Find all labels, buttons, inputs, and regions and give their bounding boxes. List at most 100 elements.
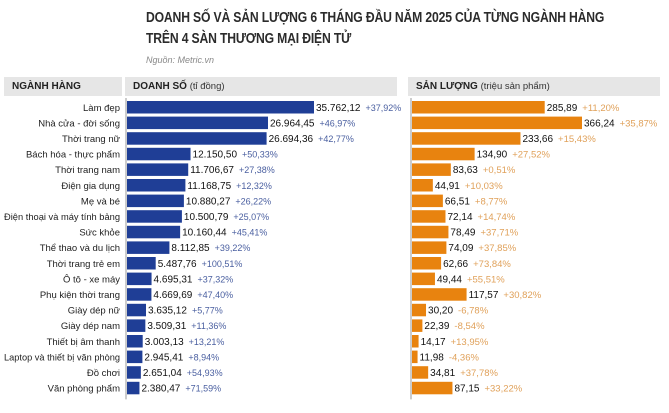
volume-bar xyxy=(412,288,467,301)
revenue-bar xyxy=(127,319,146,332)
category-label: Nhà cửa - đời sống xyxy=(38,118,120,129)
volume-bar xyxy=(412,210,446,223)
volume-bar xyxy=(412,101,545,114)
revenue-growth: +45,41% xyxy=(232,228,268,238)
volume-bar xyxy=(412,366,429,379)
volume-value: 233,66 xyxy=(522,134,553,145)
revenue-bar xyxy=(127,257,156,270)
category-label: Điện gia dụng xyxy=(61,181,120,192)
header-revenue-label: DOANH SỐ xyxy=(133,81,187,92)
revenue-value: 2.380,47 xyxy=(141,384,180,395)
volume-bar xyxy=(412,303,427,317)
volume-value: 87,15 xyxy=(454,384,479,395)
revenue-bar xyxy=(127,163,189,176)
revenue-bar xyxy=(127,210,182,223)
volume-bar xyxy=(412,319,423,332)
volume-value: 14,17 xyxy=(421,337,446,348)
revenue-growth: +39,22% xyxy=(215,243,251,253)
category-label: Làm đẹp xyxy=(83,103,120,114)
revenue-bar xyxy=(127,147,191,161)
volume-bar xyxy=(412,116,582,130)
volume-growth: -6,78% xyxy=(458,306,489,317)
volume-growth: +55,51% xyxy=(467,274,505,285)
volume-growth: +37,78% xyxy=(460,368,498,379)
volume-value: 44,91 xyxy=(435,181,460,192)
source-note: Nguồn: Metric.vn xyxy=(146,55,215,65)
volume-value: 22,39 xyxy=(424,321,449,332)
volume-growth: +37,85% xyxy=(478,243,516,254)
chart-title: DOANH SỐ VÀ SẢN LƯỢNG 6 THÁNG ĐẦU NĂM 20… xyxy=(146,8,604,50)
revenue-value: 5.487,76 xyxy=(158,259,197,270)
volume-bar xyxy=(412,257,442,270)
category-label: Ô tô - xe máy xyxy=(63,274,120,285)
revenue-growth: +100,51% xyxy=(202,259,243,269)
revenue-growth: +8,94% xyxy=(188,352,219,362)
revenue-growth: +26,22% xyxy=(235,196,271,206)
revenue-value: 26.964,45 xyxy=(270,118,315,129)
category-label: Thời trang nam xyxy=(55,165,120,176)
revenue-value: 10.500,79 xyxy=(184,212,229,223)
revenue-growth: +27,38% xyxy=(239,165,275,175)
volume-growth: +35,87% xyxy=(620,118,658,129)
revenue-bar xyxy=(127,335,143,348)
volume-value: 285,89 xyxy=(547,103,578,114)
revenue-bar xyxy=(127,366,141,379)
revenue-value: 2.945,41 xyxy=(144,352,183,363)
revenue-value: 4.669,69 xyxy=(153,290,192,301)
header-category: NGÀNH HÀNG xyxy=(4,77,122,96)
revenue-growth: +37,32% xyxy=(197,274,233,284)
volume-value: 74,09 xyxy=(448,243,473,254)
header-volume-unit: (triệu sản phẩm) xyxy=(480,81,550,92)
volume-bar xyxy=(412,381,453,395)
volume-bar xyxy=(412,179,433,192)
volume-growth: +0,51% xyxy=(483,165,516,176)
volume-growth: +73,84% xyxy=(473,259,511,270)
revenue-growth: +50,33% xyxy=(242,150,278,160)
revenue-bar xyxy=(127,241,170,254)
title-line-1: DOANH SỐ VÀ SẢN LƯỢNG 6 THÁNG ĐẦU NĂM 20… xyxy=(146,10,605,26)
volume-value: 366,24 xyxy=(584,118,615,129)
revenue-value: 3.635,12 xyxy=(148,306,187,317)
revenue-value: 2.651,04 xyxy=(143,368,182,379)
revenue-value: 26.694,36 xyxy=(269,134,314,145)
volume-bar xyxy=(412,194,443,208)
volume-bar xyxy=(412,241,447,254)
header-volume: SẢN LƯỢNG (triệu sản phẩm) xyxy=(408,77,660,96)
volume-growth: +10,03% xyxy=(465,181,503,192)
revenue-growth: +71,59% xyxy=(185,384,221,394)
volume-growth: +33,22% xyxy=(484,384,522,395)
volume-bar xyxy=(412,163,451,176)
header-revenue: DOANH SỐ (tỉ đồng) xyxy=(125,77,397,96)
volume-bar xyxy=(412,147,475,161)
revenue-growth: +46,97% xyxy=(319,118,355,128)
revenue-bar xyxy=(127,288,152,301)
volume-growth: +15,43% xyxy=(558,134,596,145)
revenue-bar xyxy=(127,101,314,114)
revenue-value: 4.695,31 xyxy=(154,274,193,285)
category-label: Thiết bị âm thanh xyxy=(47,337,120,348)
header-volume-label: SẢN LƯỢNG xyxy=(416,81,478,92)
volume-growth: +27,52% xyxy=(512,150,550,161)
revenue-growth: +54,93% xyxy=(187,368,223,378)
category-label: Thể thao và du lịch xyxy=(40,243,120,254)
revenue-value: 10.160,44 xyxy=(182,228,227,239)
revenue-value: 3.509,31 xyxy=(147,321,186,332)
revenue-growth: +47,40% xyxy=(197,290,233,300)
volume-growth: -4,36% xyxy=(449,352,480,363)
volume-value: 78,49 xyxy=(450,228,475,239)
volume-bar xyxy=(412,132,521,145)
volume-value: 62,66 xyxy=(443,259,468,270)
volume-growth: +37,71% xyxy=(480,228,518,239)
revenue-value: 8.112,85 xyxy=(171,243,210,254)
category-label: Bách hóa - thực phẩm xyxy=(26,150,120,161)
volume-value: 117,57 xyxy=(469,290,499,301)
revenue-value: 35.762,12 xyxy=(316,103,361,114)
revenue-growth: +37,92% xyxy=(366,103,402,113)
category-label: Điện thoại và máy tính bảng xyxy=(4,212,120,223)
revenue-growth: +5,77% xyxy=(192,306,223,316)
category-label: Văn phòng phẩm xyxy=(48,384,120,395)
revenue-bar xyxy=(127,350,143,364)
revenue-growth: +11,36% xyxy=(191,321,226,331)
category-label: Thời trang trẻ em xyxy=(47,259,120,270)
